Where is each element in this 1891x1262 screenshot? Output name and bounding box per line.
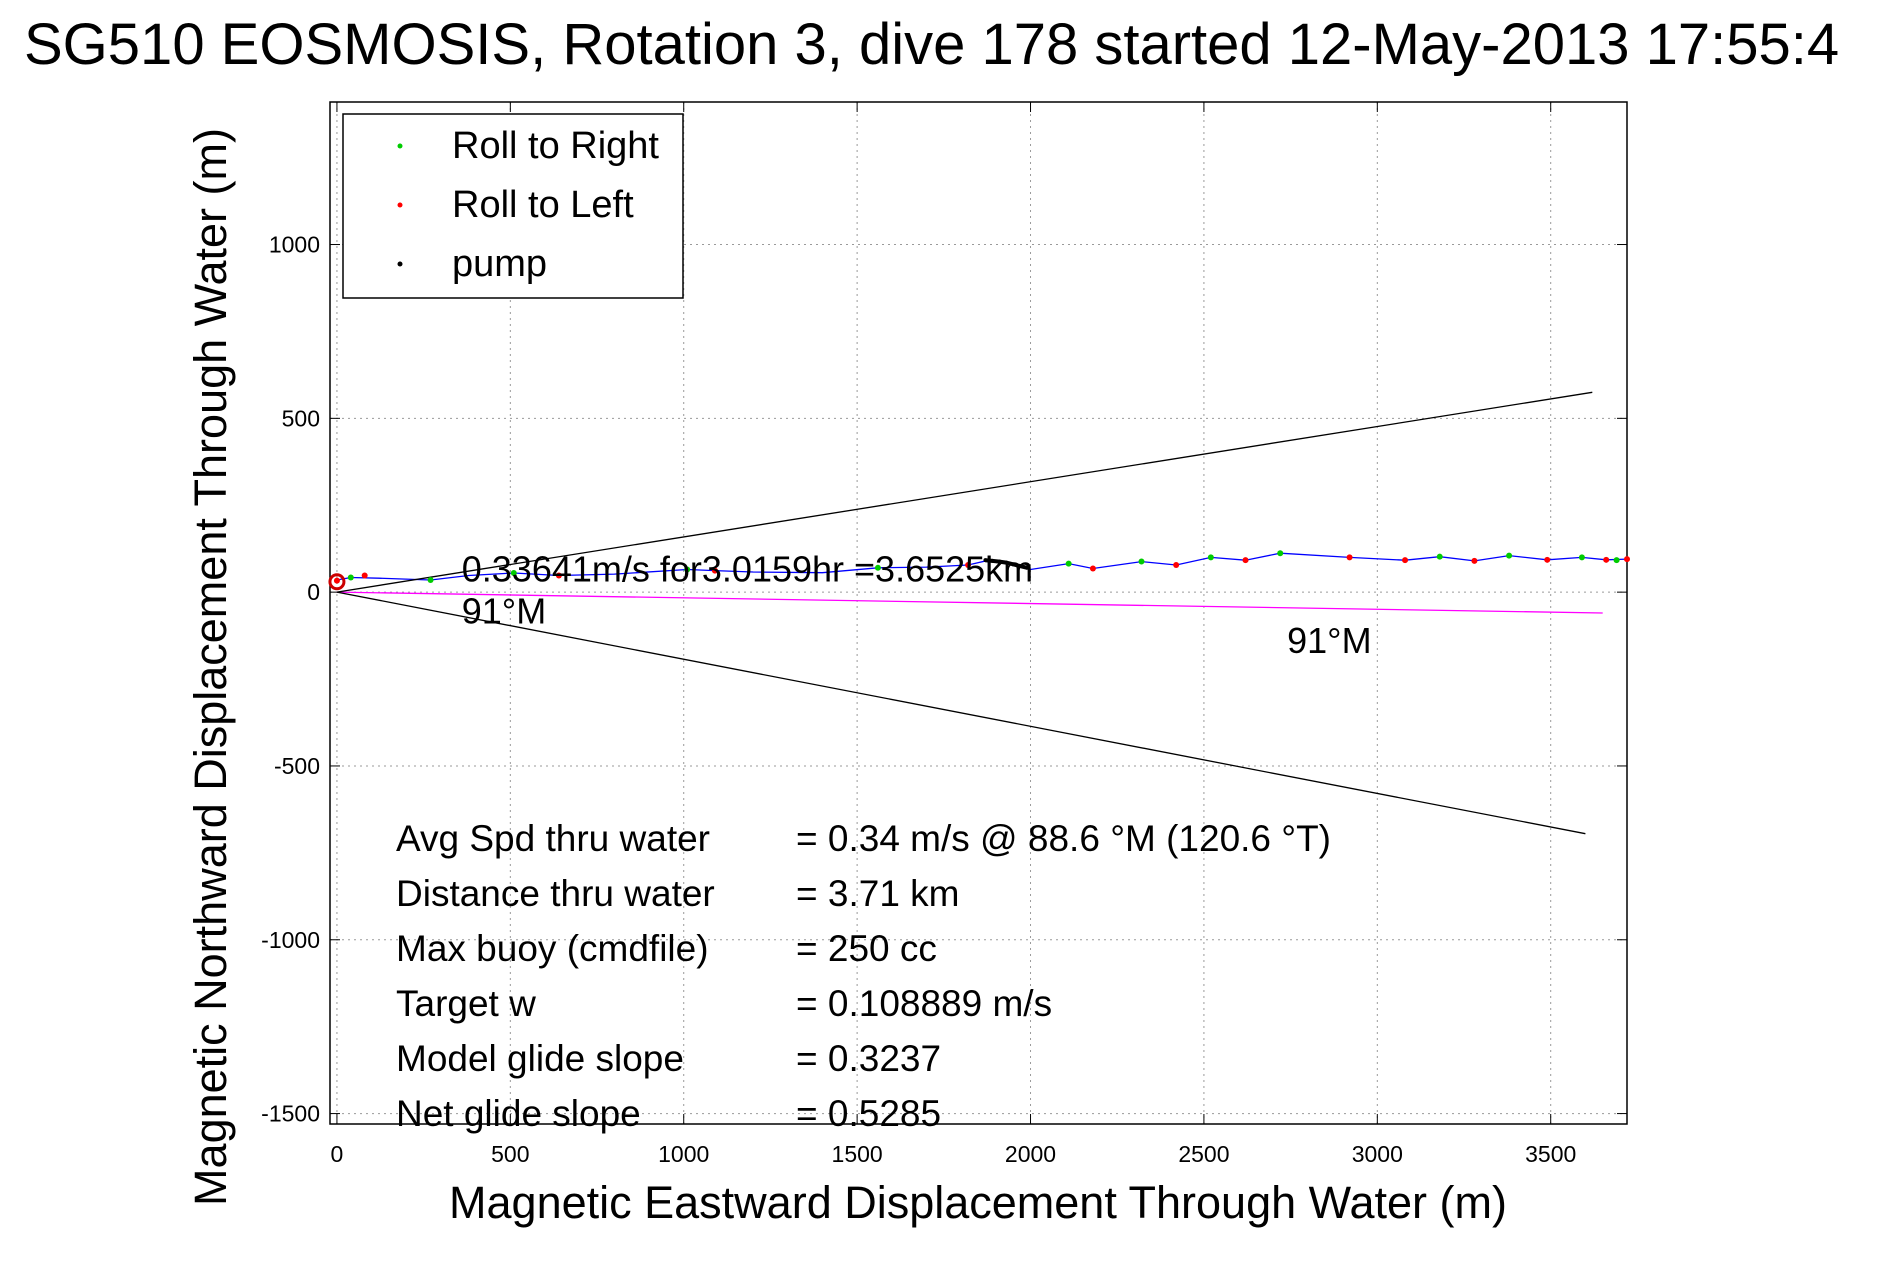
- legend-marker: [397, 143, 403, 149]
- roll-to-right-point: [1506, 552, 1513, 559]
- x-axis-label: Magnetic Eastward Displacement Through W…: [449, 1177, 1507, 1228]
- roll-to-left-point: [1544, 556, 1551, 563]
- plot-annotation: 91°M: [1287, 620, 1371, 661]
- roll-to-right-point: [684, 566, 691, 573]
- roll-to-left-point: [1471, 557, 1478, 564]
- y-tick-label: 500: [282, 405, 320, 431]
- stat-label: Target w: [396, 983, 536, 1024]
- stat-value: = 250 cc: [796, 928, 937, 969]
- roll-to-left-point: [555, 572, 562, 579]
- roll-to-left-point: [361, 572, 368, 579]
- x-tick-label: 500: [491, 1141, 529, 1167]
- x-axis: 0 500 1000 1500 2000 2500 3000 3500: [331, 102, 1576, 1167]
- stat-label: Avg Spd thru water: [396, 818, 710, 859]
- roll-to-right-point: [1065, 560, 1072, 567]
- plot-annotation: 91°M: [462, 590, 546, 631]
- roll-to-left-point: [1624, 556, 1630, 563]
- roll-to-right-point: [1277, 550, 1284, 557]
- pump-point: [990, 558, 995, 563]
- heading-line-line: [336, 591, 1603, 614]
- x-tick-label: 1500: [832, 1141, 883, 1167]
- roll-to-right-point: [510, 570, 517, 577]
- roll-to-right-point: [1578, 554, 1585, 561]
- y-tick-label: 0: [307, 579, 320, 605]
- y-tick-label: -1000: [261, 927, 320, 953]
- pump-point: [997, 559, 1002, 564]
- plot-border: [329, 101, 1628, 1125]
- y-axis-label: Magnetic Northward Displacement Through …: [185, 128, 236, 1206]
- plot-annotation: 0.33641m/s for3.0159hr =3.6525km: [462, 549, 1033, 590]
- stat-value: = 0.34 m/s @ 88.6 °M (120.6 °T): [796, 818, 1331, 859]
- x-tick-label: 2000: [1005, 1141, 1056, 1167]
- roll-to-left-point: [711, 567, 718, 574]
- pump-point: [1004, 560, 1009, 565]
- pump-point: [1018, 564, 1023, 569]
- stat-label: Model glide slope: [396, 1038, 684, 1079]
- stat-value: = 3.71 km: [796, 873, 960, 914]
- grid-lines: [330, 102, 1627, 1124]
- legend-label: pump: [452, 243, 547, 285]
- pump-point: [1025, 565, 1030, 570]
- upper-bound-line: [336, 391, 1593, 593]
- roll-to-right-point: [427, 576, 434, 583]
- roll-to-right-point: [1207, 554, 1214, 561]
- roll-to-left-point: [1173, 562, 1180, 569]
- roll-to-left-point: [1402, 557, 1409, 564]
- roll-to-right-point: [347, 574, 354, 581]
- y-axis: -1500 -1000 -500 0 500 1000: [261, 232, 1627, 1127]
- x-tick-label: 3500: [1525, 1141, 1576, 1167]
- roll-to-left-point: [965, 562, 972, 569]
- x-tick-label: 0: [331, 1141, 344, 1167]
- stat-value: = 0.5285: [796, 1093, 941, 1134]
- legend-marker: [397, 202, 403, 208]
- y-tick-label: 1000: [269, 232, 320, 258]
- roll-to-right-point: [1436, 553, 1443, 560]
- pump-point: [1011, 562, 1016, 567]
- roll-to-right-point: [1138, 558, 1145, 565]
- x-tick-label: 3000: [1352, 1141, 1403, 1167]
- legend-label: Roll to Left: [452, 184, 634, 226]
- roll-to-left-point: [333, 577, 340, 584]
- roll-to-right-point: [874, 564, 881, 571]
- plot-lines: [336, 391, 1628, 835]
- stat-value: = 0.108889 m/s: [796, 983, 1052, 1024]
- roll-to-left-point: [1346, 554, 1353, 561]
- x-tick-label: 1000: [658, 1141, 709, 1167]
- y-tick-label: -500: [274, 753, 320, 779]
- start-marker: [328, 573, 346, 591]
- pump-point: [983, 558, 988, 563]
- legend: Roll to Right Roll to Left pump: [342, 113, 684, 299]
- stat-label: Distance thru water: [396, 873, 715, 914]
- stat-value: = 0.3237: [796, 1038, 941, 1079]
- stat-label: Max buoy (cmdfile): [396, 928, 709, 969]
- plot-markers: [328, 550, 1630, 591]
- stat-label: Net glide slope: [396, 1093, 641, 1134]
- legend-marker: [397, 261, 403, 267]
- stats-block: Avg Spd thru water = 0.34 m/s @ 88.6 °M (…: [396, 818, 1331, 1134]
- chart-title: SG510 EOSMOSIS, Rotation 3, dive 178 sta…: [24, 12, 1839, 77]
- legend-label: Roll to Right: [452, 125, 659, 167]
- roll-to-left-point: [1603, 556, 1610, 563]
- roll-to-left-point: [1242, 557, 1249, 564]
- roll-to-right-point: [1613, 557, 1620, 564]
- lower-bound-line: [336, 591, 1586, 835]
- y-tick-label: -1500: [261, 1101, 320, 1127]
- x-tick-label: 2500: [1178, 1141, 1229, 1167]
- roll-to-left-point: [1089, 565, 1096, 572]
